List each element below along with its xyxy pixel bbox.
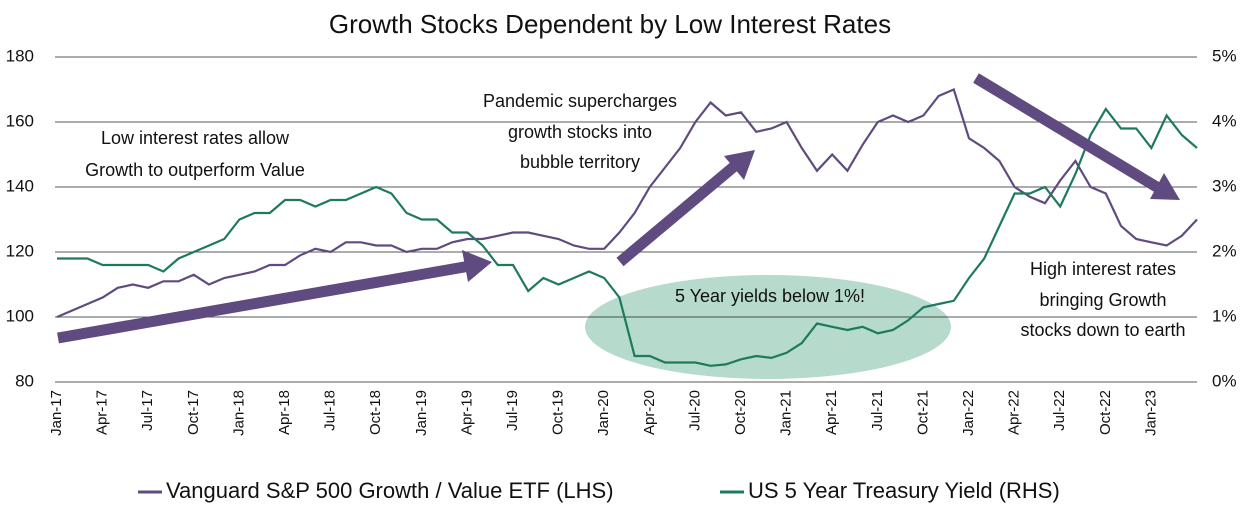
- x-tick-label: Jul-19: [504, 390, 521, 431]
- y2-tick-label: 1%: [1212, 306, 1237, 325]
- x-tick-label: Oct-20: [732, 390, 749, 435]
- x-tick-label: Jan-21: [778, 390, 795, 436]
- arrowhead: [1150, 173, 1180, 200]
- series-line: [57, 107, 1198, 367]
- x-tick-label: Jan-22: [960, 390, 977, 436]
- legend-label: Vanguard S&P 500 Growth / Value ETF (LHS…: [166, 478, 614, 503]
- x-tick-label: Apr-20: [641, 390, 658, 435]
- y2-tick-label: 5%: [1212, 46, 1237, 65]
- y-tick-label: 80: [15, 371, 34, 390]
- annotation: Low interest rates allow: [101, 128, 290, 148]
- annotation: growth stocks into: [508, 122, 652, 142]
- legend-label: US 5 Year Treasury Yield (RHS): [748, 478, 1060, 503]
- x-tick-label: Jul-18: [322, 390, 339, 431]
- arrow: [616, 159, 741, 267]
- y-tick-label: 100: [6, 306, 34, 325]
- x-tick-label: Jul-20: [686, 390, 703, 431]
- x-tick-label: Apr-17: [94, 390, 111, 435]
- highlight-ellipse: [585, 275, 951, 379]
- arrow: [57, 260, 471, 344]
- x-tick-label: Oct-19: [550, 390, 567, 435]
- annotation: bubble territory: [520, 152, 640, 172]
- annotation: stocks down to earth: [1020, 320, 1185, 340]
- y2-tick-label: 4%: [1212, 111, 1237, 130]
- annotation: 5 Year yields below 1%!: [675, 286, 865, 306]
- arrowhead: [724, 150, 755, 180]
- x-tick-label: Jan-19: [413, 390, 430, 436]
- x-tick-label: Apr-21: [823, 390, 840, 435]
- y-tick-label: 140: [6, 176, 34, 195]
- x-tick-label: Jul-17: [139, 390, 156, 431]
- y2-tick-label: 3%: [1212, 176, 1237, 195]
- y2-tick-label: 0%: [1212, 371, 1237, 390]
- annotation: Growth to outperform Value: [85, 160, 305, 180]
- annotation: bringing Growth: [1039, 290, 1166, 310]
- x-tick-label: Jul-21: [869, 390, 886, 431]
- annotation: High interest rates: [1030, 259, 1176, 279]
- arrow: [973, 73, 1163, 194]
- annotation: Pandemic supercharges: [483, 91, 677, 111]
- y2-tick-label: 2%: [1212, 241, 1237, 260]
- y-tick-label: 180: [6, 46, 34, 65]
- y-tick-label: 120: [6, 241, 34, 260]
- arrows: [57, 73, 1180, 344]
- chart-title: Growth Stocks Dependent by Low Interest …: [329, 9, 891, 39]
- x-tick-label: Oct-18: [367, 390, 384, 435]
- y-tick-label: 160: [6, 111, 34, 130]
- x-tick-label: Apr-19: [458, 390, 475, 435]
- x-tick-label: Jan-17: [48, 390, 65, 436]
- x-tick-label: Jul-22: [1051, 390, 1068, 431]
- x-tick-label: Jan-23: [1142, 390, 1159, 436]
- x-tick-label: Apr-18: [276, 390, 293, 435]
- series-line: [56, 88, 1198, 319]
- x-tick-label: Oct-17: [185, 390, 202, 435]
- x-tick-label: Oct-21: [914, 390, 931, 435]
- x-tick-label: Jan-18: [230, 390, 247, 436]
- arrowhead: [462, 250, 492, 282]
- x-tick-label: Jan-20: [595, 390, 612, 436]
- x-tick-label: Apr-22: [1006, 390, 1023, 435]
- x-tick-label: Oct-22: [1097, 390, 1114, 435]
